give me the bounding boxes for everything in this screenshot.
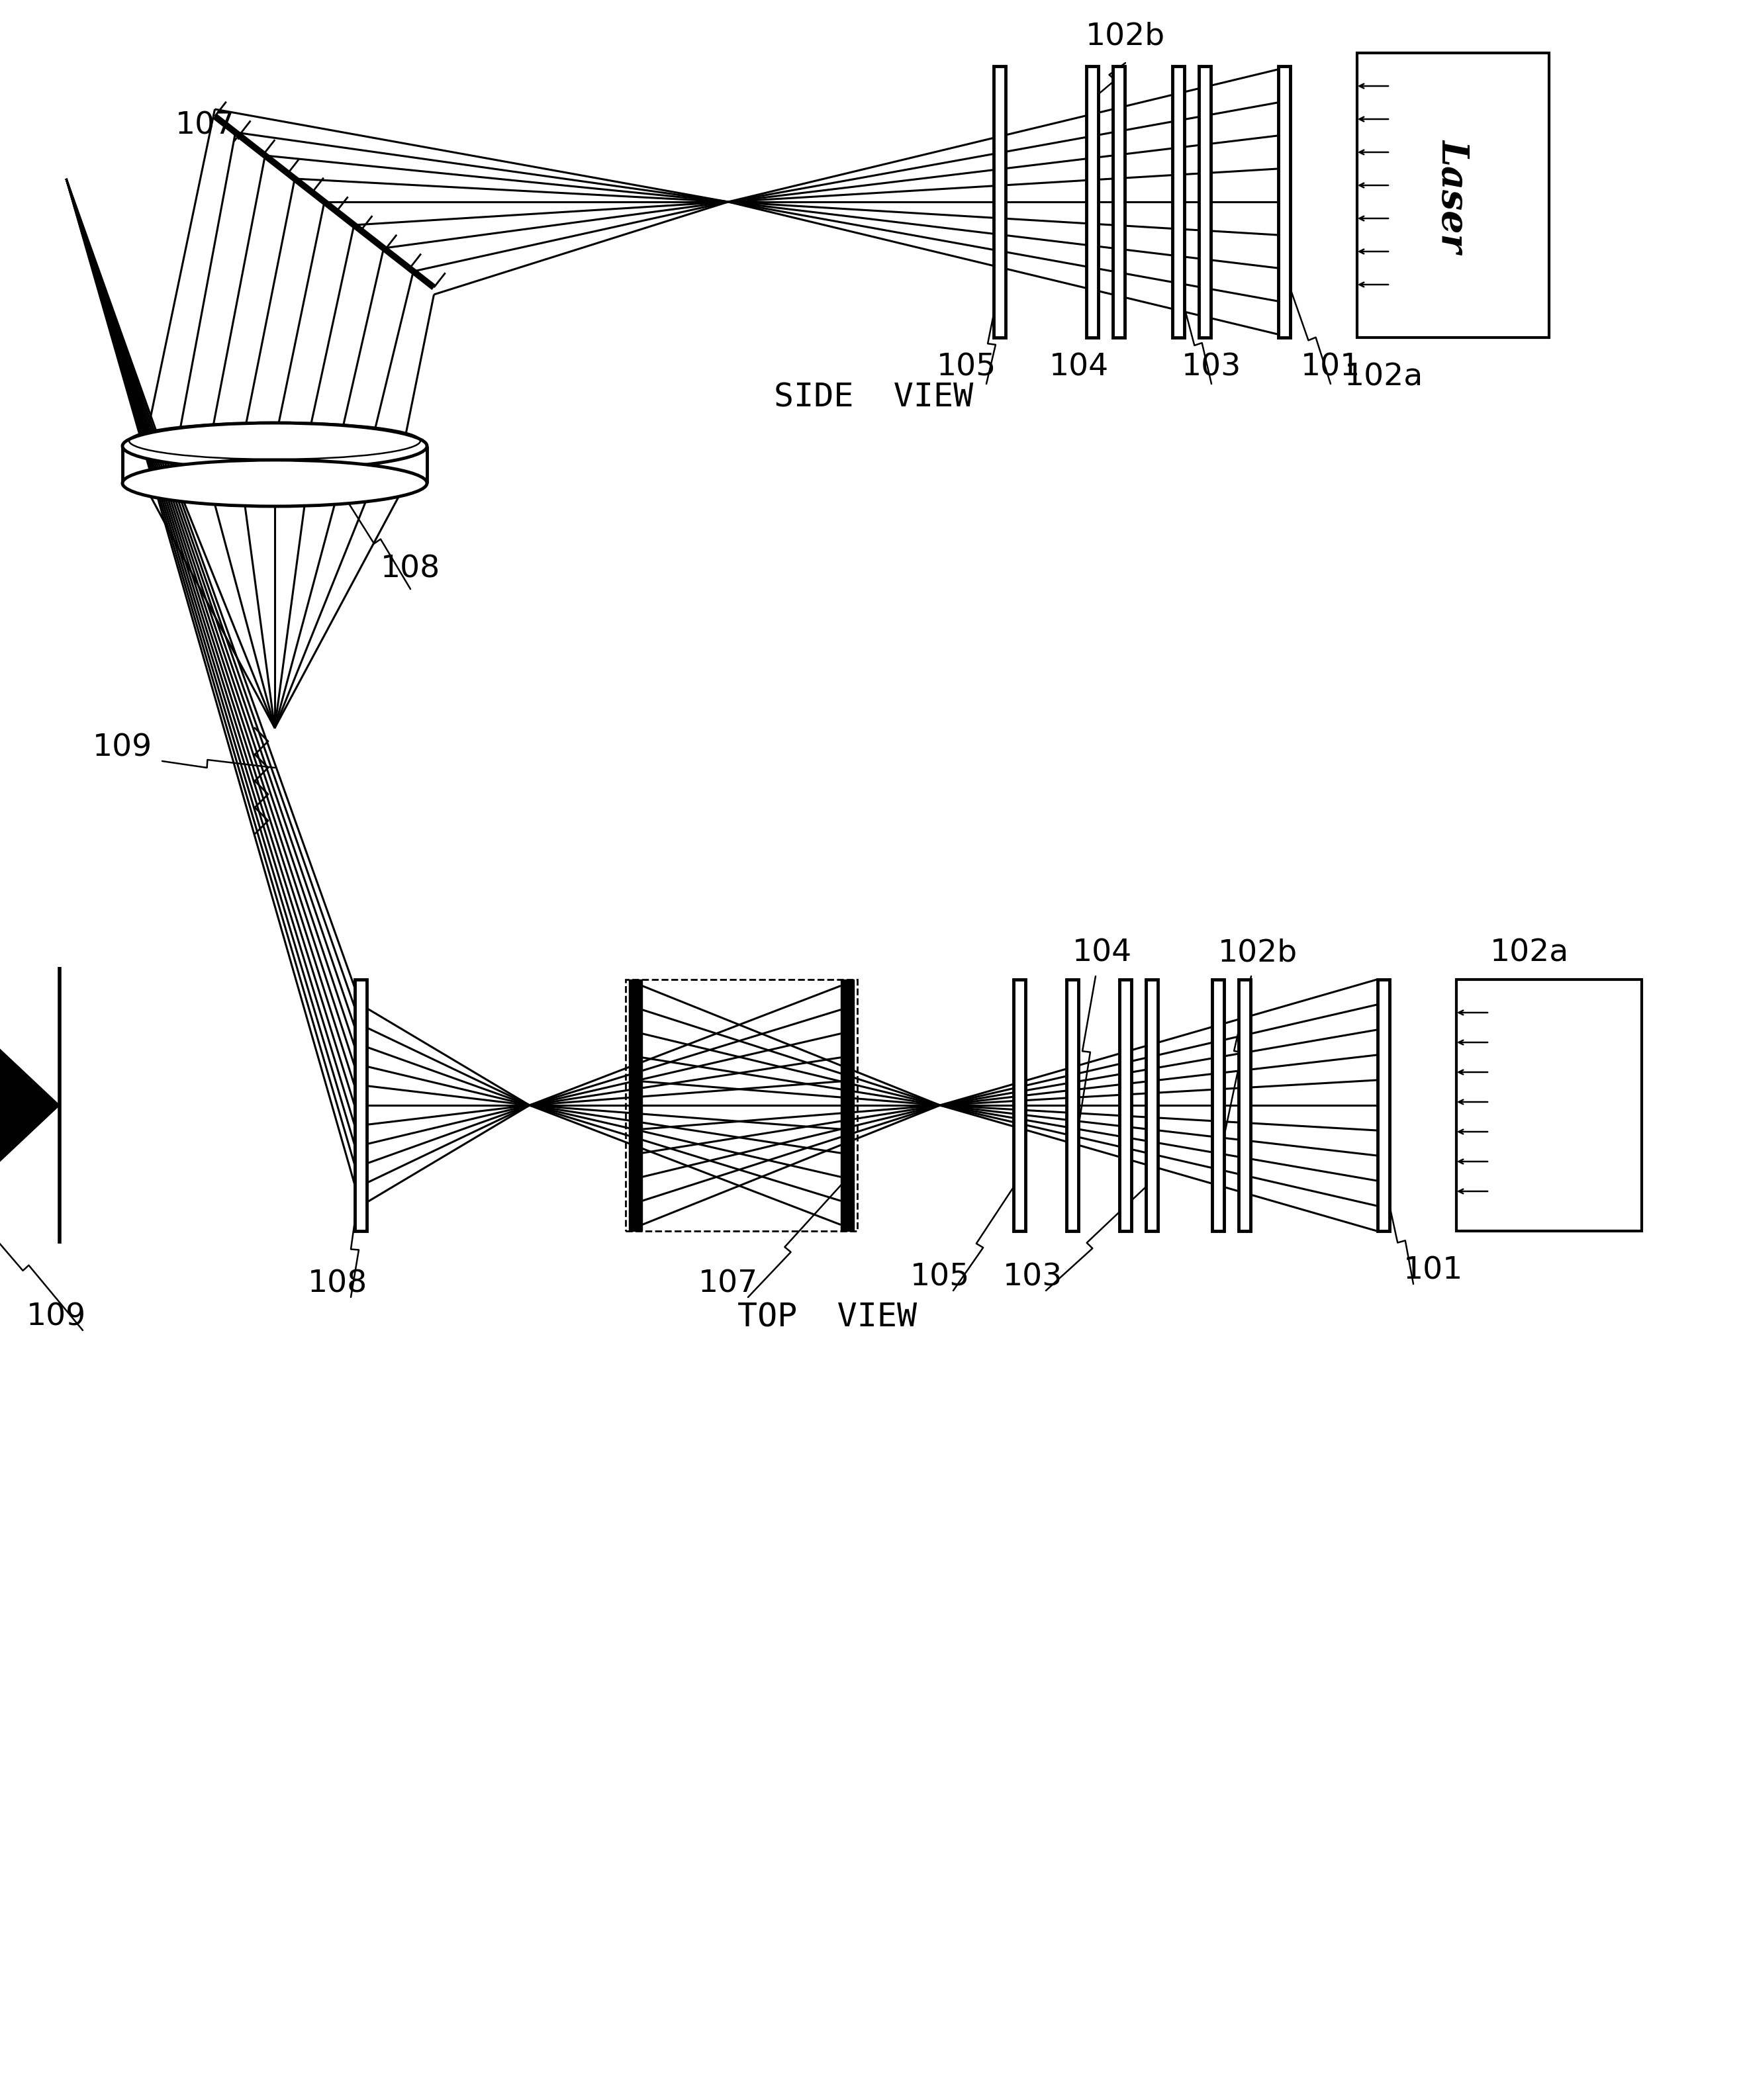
Text: 104: 104: [1049, 353, 1108, 382]
Text: Laser: Laser: [1434, 139, 1471, 252]
Text: 107: 107: [698, 1268, 757, 1298]
Text: 103: 103: [1003, 1262, 1063, 1292]
Polygon shape: [0, 1105, 59, 1231]
Bar: [993, 67, 1005, 338]
Text: 109: 109: [92, 733, 152, 762]
Bar: [1239, 979, 1251, 1231]
Text: 105: 105: [937, 353, 996, 382]
Text: 102a: 102a: [1344, 363, 1422, 393]
Text: SIDE  VIEW: SIDE VIEW: [775, 382, 974, 414]
Bar: [1146, 979, 1159, 1231]
Text: 101: 101: [1300, 353, 1361, 382]
Bar: [1087, 67, 1098, 338]
Bar: [1358, 52, 1550, 338]
Bar: [1377, 979, 1389, 1231]
Polygon shape: [0, 981, 59, 1105]
Bar: [628, 979, 642, 1231]
Bar: [1014, 979, 1026, 1231]
Text: 102a: 102a: [1490, 939, 1569, 968]
Bar: [1113, 67, 1126, 338]
Bar: [1173, 67, 1185, 338]
Bar: [354, 979, 366, 1231]
Bar: [1120, 979, 1131, 1231]
Text: 102b: 102b: [1218, 939, 1298, 968]
Bar: [1457, 979, 1642, 1231]
Text: 109: 109: [26, 1302, 86, 1331]
Bar: [1199, 67, 1211, 338]
Bar: [1213, 979, 1223, 1231]
Text: 101: 101: [1403, 1256, 1462, 1285]
Text: 105: 105: [911, 1262, 970, 1292]
Ellipse shape: [122, 460, 428, 506]
Text: 102b: 102b: [1085, 21, 1166, 50]
Text: 108: 108: [307, 1268, 368, 1298]
Bar: [625, 979, 857, 1231]
Ellipse shape: [122, 422, 428, 468]
Bar: [841, 979, 853, 1231]
Text: 107: 107: [176, 111, 236, 141]
Text: 104: 104: [1073, 939, 1133, 968]
Text: TOP  VIEW: TOP VIEW: [738, 1302, 918, 1334]
Bar: [1066, 979, 1078, 1231]
Bar: [1279, 67, 1290, 338]
Text: 103: 103: [1181, 353, 1241, 382]
Text: 108: 108: [380, 554, 440, 584]
